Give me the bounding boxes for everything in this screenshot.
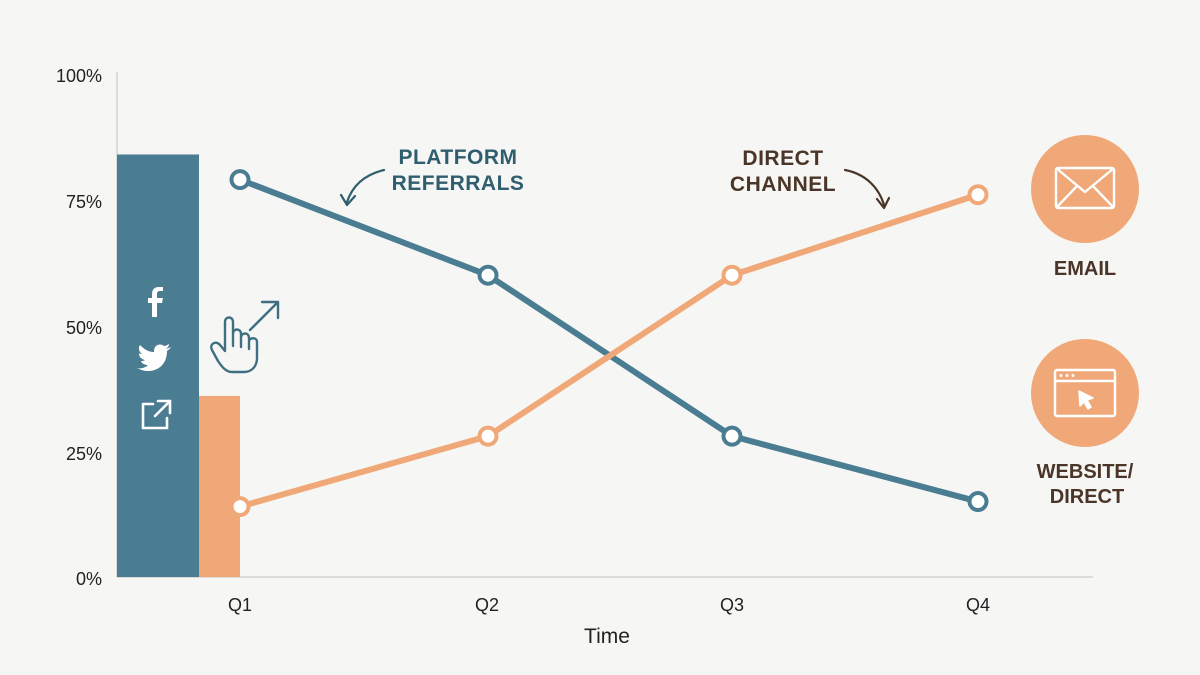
data-point-series-0-q4 [967,491,989,513]
pointer-hand-icon [210,300,280,374]
x-axis-title: Time [584,625,630,648]
x-tick-label: Q4 [966,595,990,615]
callout-platform-arrowhead [339,193,357,207]
browser-icon-circle [1031,339,1139,447]
email-label: EMAIL [1054,258,1116,280]
callout-platform-line1: PLATFORM [398,146,517,169]
y-tick-label: 100% [56,66,102,86]
y-tick-label: 75% [66,192,102,212]
twitter-icon [137,344,171,372]
data-point-series-0-q3 [721,425,743,447]
website-label-line1: WEBSITE/ [1037,461,1134,483]
x-tick-label: Q1 [228,595,252,615]
data-point-series-0-q2 [477,264,499,286]
callout-direct-line2: CHANNEL [730,173,836,196]
data-point-series-1-q2 [477,425,499,447]
email-icon-circle [1031,135,1139,243]
website-label-line2: DIRECT [1050,486,1124,508]
callout-platform-line2: REFERRALS [392,172,525,195]
data-point-series-1-q3 [721,264,743,286]
bar-direct-channel [199,395,240,577]
y-tick-label: 25% [66,444,102,464]
y-tick-label: 0% [76,569,102,589]
facebook-icon [148,287,163,317]
callout-platform-arrow [345,168,386,204]
browser-window-icon [1053,368,1117,418]
data-point-series-0-q1 [229,169,251,191]
callout-direct-arrowhead [875,196,891,210]
data-point-series-1-q4 [967,184,989,206]
x-tick-label: Q2 [475,595,499,615]
callout-direct-line1: DIRECT [742,147,823,170]
series-line-direct-channel [237,191,981,510]
email-icon [1054,166,1116,210]
callout-direct-arrow [843,168,886,207]
x-tick-label: Q3 [720,595,744,615]
external-link-icon [141,399,172,430]
data-point-series-1-q1 [229,496,251,518]
y-tick-label: 50% [66,318,102,338]
